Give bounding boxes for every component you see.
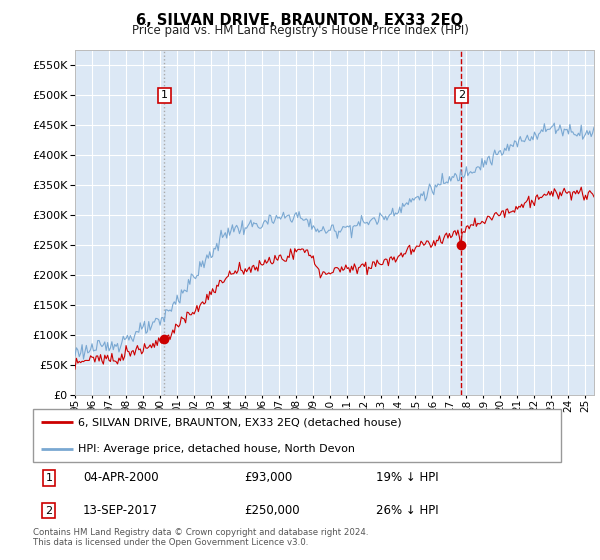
Text: 26% ↓ HPI: 26% ↓ HPI xyxy=(376,504,439,517)
Text: Contains HM Land Registry data © Crown copyright and database right 2024.
This d: Contains HM Land Registry data © Crown c… xyxy=(33,528,368,547)
Text: 2: 2 xyxy=(45,506,52,516)
Text: 19% ↓ HPI: 19% ↓ HPI xyxy=(376,471,439,484)
FancyBboxPatch shape xyxy=(33,409,561,462)
Text: £93,000: £93,000 xyxy=(244,471,292,484)
Text: HPI: Average price, detached house, North Devon: HPI: Average price, detached house, Nort… xyxy=(78,444,355,454)
Text: 1: 1 xyxy=(46,473,52,483)
Text: £250,000: £250,000 xyxy=(244,504,300,517)
Text: 13-SEP-2017: 13-SEP-2017 xyxy=(83,504,158,517)
Text: 1: 1 xyxy=(161,90,168,100)
Text: 2: 2 xyxy=(458,90,465,100)
Text: Price paid vs. HM Land Registry's House Price Index (HPI): Price paid vs. HM Land Registry's House … xyxy=(131,24,469,37)
Text: 6, SILVAN DRIVE, BRAUNTON, EX33 2EQ (detached house): 6, SILVAN DRIVE, BRAUNTON, EX33 2EQ (det… xyxy=(78,417,401,427)
Text: 6, SILVAN DRIVE, BRAUNTON, EX33 2EQ: 6, SILVAN DRIVE, BRAUNTON, EX33 2EQ xyxy=(136,13,464,28)
Text: 04-APR-2000: 04-APR-2000 xyxy=(83,471,159,484)
